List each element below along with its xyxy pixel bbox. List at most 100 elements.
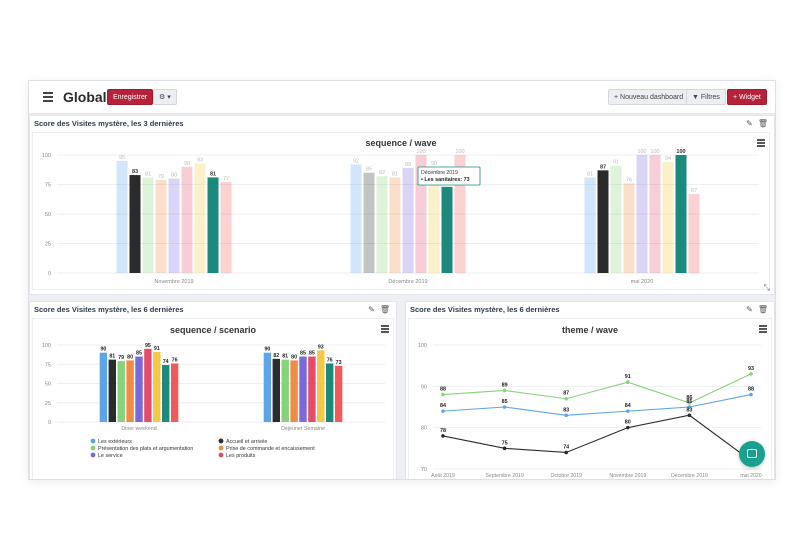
resize-handle-icon[interactable]: ⤡ xyxy=(763,283,770,292)
edit-icon[interactable]: ✎ xyxy=(746,305,753,314)
series-line xyxy=(442,414,752,462)
data-label: 80 xyxy=(291,354,297,360)
data-label: 79 xyxy=(118,355,124,361)
chat-icon[interactable] xyxy=(739,441,765,467)
bar xyxy=(584,177,596,273)
bar xyxy=(350,164,362,273)
legend-label: Le service xyxy=(98,453,123,459)
bar xyxy=(126,360,134,422)
new-dashboard-button[interactable]: + Nouveau dashboard xyxy=(608,89,690,105)
y-tick-label: 100 xyxy=(42,343,51,349)
y-tick-label: 100 xyxy=(42,153,51,159)
data-label: 76 xyxy=(327,357,333,363)
data-point xyxy=(502,388,507,393)
data-label: 91 xyxy=(613,160,619,166)
data-label: 74 xyxy=(163,359,169,365)
data-point xyxy=(441,434,445,438)
top-bar: Global Enregistrer ⚙ ▾ + Nouveau dashboa… xyxy=(29,81,775,114)
bar xyxy=(108,359,116,422)
data-point xyxy=(626,425,630,430)
data-label: 100 xyxy=(416,149,425,155)
data-label: 73 xyxy=(336,360,342,366)
data-label: 80 xyxy=(127,354,133,360)
widget-bottom-right: Score des Visites mystère, les 6 dernièr… xyxy=(405,301,775,479)
chart-menu-icon[interactable] xyxy=(759,325,767,334)
tooltip-line-2: • Les sanitaires: 73 xyxy=(421,177,470,183)
bar xyxy=(116,160,128,273)
bar xyxy=(334,365,343,422)
data-label: 82 xyxy=(379,170,385,176)
bar xyxy=(649,155,661,273)
x-tick-label: Novembre 2019 xyxy=(609,473,646,479)
filters-button[interactable]: ▼ Filtres xyxy=(686,89,726,105)
trash-icon[interactable]: 🗑 xyxy=(757,305,768,314)
chart-title: sequence / wave xyxy=(365,138,437,148)
x-tick-label: Novembre 2019 xyxy=(154,279,193,285)
bar xyxy=(688,193,700,273)
add-widget-button[interactable]: + Widget xyxy=(727,89,767,105)
data-label: 90 xyxy=(431,161,437,167)
data-label: 89 xyxy=(405,162,411,168)
data-label: 85 xyxy=(136,351,142,357)
bar xyxy=(454,155,466,273)
legend-marker xyxy=(90,452,96,458)
legend-marker xyxy=(218,452,224,458)
data-label: 88 xyxy=(748,387,754,393)
save-button[interactable]: Enregistrer xyxy=(107,89,154,105)
data-label: 85 xyxy=(366,167,372,173)
bar xyxy=(162,365,170,422)
data-point xyxy=(564,413,568,418)
data-label: 67 xyxy=(691,188,697,194)
data-point xyxy=(441,409,445,413)
edit-icon[interactable]: ✎ xyxy=(368,305,375,314)
y-tick-label: 75 xyxy=(45,362,51,368)
y-tick-label: 70 xyxy=(421,467,427,473)
x-tick-label: Octobre 2019 xyxy=(550,473,582,479)
bar xyxy=(317,350,325,422)
chart-menu-icon[interactable] xyxy=(757,139,765,148)
y-tick-label: 0 xyxy=(48,271,51,277)
bar xyxy=(376,176,388,273)
bar xyxy=(99,352,108,422)
data-label: 77 xyxy=(223,176,229,182)
data-point xyxy=(502,405,507,409)
data-label: 81 xyxy=(210,171,216,177)
data-point xyxy=(502,446,507,451)
trash-icon[interactable]: 🗑 xyxy=(757,119,768,128)
widget-top: Score des Visites mystère, les 3 dernièr… xyxy=(29,115,775,295)
tooltip-box xyxy=(417,166,481,186)
bar xyxy=(308,356,316,422)
data-label: 100 xyxy=(676,149,685,155)
bar xyxy=(610,165,622,273)
data-label: 100 xyxy=(455,149,464,155)
settings-dropdown-button[interactable]: ⚙ ▾ xyxy=(153,89,177,105)
legend-label: Les produits xyxy=(226,453,256,459)
data-label: 85 xyxy=(502,399,508,405)
data-label: 92 xyxy=(353,158,359,164)
data-label: 84 xyxy=(440,403,446,409)
bar xyxy=(675,155,687,273)
x-tick-label: Décembre 2019 xyxy=(671,473,708,479)
data-label: 83 xyxy=(563,407,569,413)
data-label: 88 xyxy=(440,387,446,393)
data-label: 93 xyxy=(197,157,203,163)
chart-panel: theme / wave 70 80 90 100 88 89 87 91 86 93 84 85 83… xyxy=(408,318,772,479)
series-line xyxy=(442,373,752,404)
edit-icon[interactable]: ✎ xyxy=(746,119,753,128)
chart-menu-icon[interactable] xyxy=(381,325,389,334)
y-tick-label: 25 xyxy=(45,401,51,407)
menu-icon[interactable] xyxy=(43,92,53,102)
bar xyxy=(181,166,193,273)
data-point xyxy=(687,413,692,418)
bar xyxy=(299,356,307,422)
data-label: 94 xyxy=(665,156,671,162)
dashboard-app: Global Enregistrer ⚙ ▾ + Nouveau dashboa… xyxy=(28,80,776,480)
bar xyxy=(326,363,334,422)
widget-title: Score des Visites mystère, les 3 dernièr… xyxy=(34,119,184,128)
data-label: 81 xyxy=(109,354,115,360)
trash-icon[interactable]: 🗑 xyxy=(379,305,390,314)
bar xyxy=(153,351,161,422)
y-tick-label: 0 xyxy=(48,420,51,426)
bar xyxy=(441,186,453,273)
